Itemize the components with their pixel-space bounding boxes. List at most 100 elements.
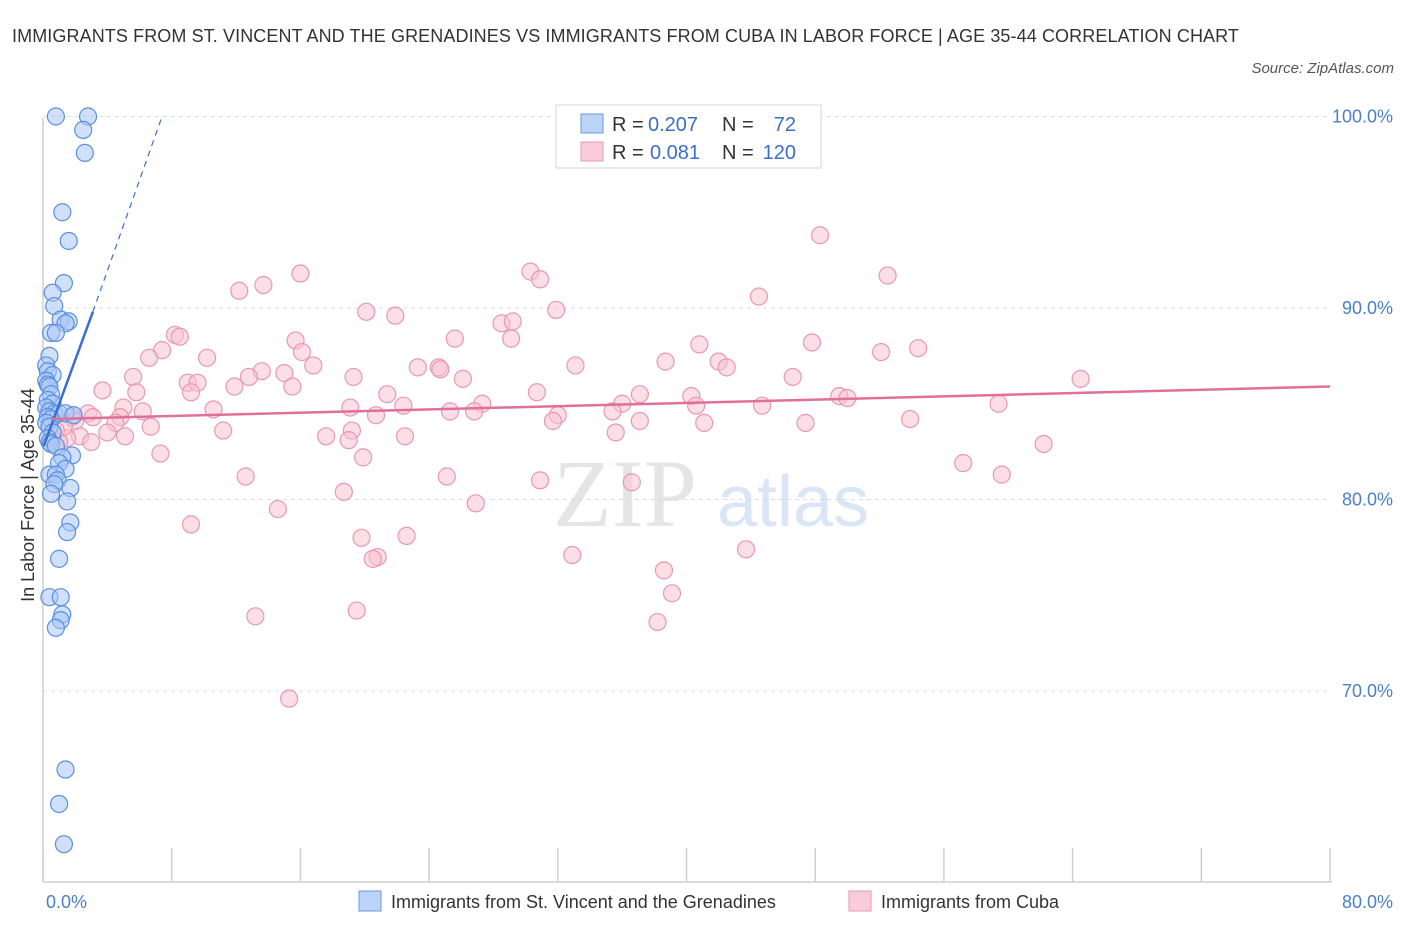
cuba-point — [225, 377, 244, 396]
trend-lines — [42, 116, 1331, 447]
bottom-legend: Immigrants from St. Vincent and the Gren… — [358, 890, 1060, 912]
cuba-point — [656, 352, 675, 371]
stvincent-point — [53, 203, 72, 222]
cuba-point — [386, 306, 405, 325]
y-tick-labels: 70.0% 80.0% 90.0% 100.0% — [1332, 107, 1393, 702]
cuba-point — [283, 377, 302, 396]
cuba-point — [648, 612, 667, 632]
stvincent-point — [59, 231, 78, 251]
stvincent-point — [49, 549, 69, 568]
cuba-point — [954, 454, 973, 473]
cuba-point — [563, 545, 582, 565]
cuba-point — [466, 494, 485, 513]
stvincent-point — [54, 835, 74, 854]
cuba-point — [606, 423, 625, 442]
stvincent-point — [58, 492, 77, 511]
cuba-point — [82, 432, 101, 452]
cuba-point — [531, 270, 550, 289]
cuba-point — [622, 473, 641, 492]
legend-r-value-1: 0.207 — [648, 114, 698, 136]
cuba-point — [140, 348, 159, 367]
cuba-point — [339, 431, 358, 450]
cuba-point — [236, 467, 255, 486]
cuba-point — [98, 423, 117, 442]
stvincent-points — [37, 107, 98, 854]
chart-title: IMMIGRANTS FROM ST. VINCENT AND THE GREN… — [12, 26, 1240, 46]
bottom-legend-swatch-blue — [358, 890, 382, 912]
cuba-point — [352, 528, 371, 547]
cuba-point — [363, 549, 382, 568]
cuba-point — [378, 385, 397, 404]
axes — [42, 118, 1332, 883]
cuba-point — [254, 275, 273, 295]
cuba-trend-line — [51, 385, 1331, 421]
stvincent-point — [41, 484, 61, 503]
stvincent-point — [58, 522, 77, 542]
cuba-point — [408, 358, 427, 377]
cuba-point — [347, 601, 366, 620]
cuba-point — [280, 689, 299, 708]
y-tick-label-90: 90.0% — [1342, 298, 1393, 318]
cuba-point — [736, 540, 756, 559]
cuba-point — [453, 369, 472, 388]
stvincent-point — [46, 618, 65, 637]
source-label: Source: ZipAtlas.com — [1251, 60, 1394, 77]
stvincent-point — [51, 588, 70, 607]
cuba-point — [141, 417, 160, 436]
cuba-point — [878, 266, 897, 285]
cuba-point — [246, 607, 265, 626]
legend-swatch-pink — [580, 141, 604, 162]
cuba-point — [445, 329, 464, 348]
bottom-legend-label-blue: Immigrants from St. Vincent and the Gren… — [391, 892, 776, 912]
cuba-point — [341, 398, 360, 417]
cuba-point — [901, 409, 920, 429]
cuba-point — [181, 515, 201, 534]
x-tick-label-min: 0.0% — [46, 892, 87, 912]
legend-n-value-1: 72 — [774, 114, 796, 136]
cuba-point — [630, 411, 649, 431]
stvincent-point — [46, 107, 65, 126]
cuba-point — [357, 302, 376, 321]
cuba-point — [151, 444, 170, 463]
legend-n-label-2: N = — [722, 142, 754, 164]
cuba-point — [566, 356, 585, 375]
cuba-point — [181, 383, 201, 402]
stvincent-point — [46, 323, 65, 342]
cuba-point — [440, 402, 460, 421]
stvincent-point — [74, 120, 93, 140]
cuba-point — [239, 367, 259, 387]
cuba-point — [547, 300, 566, 320]
cuba-point — [334, 482, 353, 501]
cuba-point — [354, 448, 373, 467]
cuba-point — [344, 367, 363, 387]
cuba-point — [654, 561, 674, 580]
cuba-point — [1071, 369, 1090, 388]
legend-r-label-2: R = — [612, 142, 644, 164]
legend-swatch-blue — [580, 113, 604, 134]
cuba-point — [603, 402, 622, 421]
cuba-point — [503, 312, 522, 331]
cuba-point — [662, 584, 682, 603]
cuba-point — [783, 367, 802, 387]
cuba-point — [989, 394, 1008, 413]
cuba-point — [630, 385, 649, 404]
x-tick-marks — [42, 848, 1331, 882]
cuba-point — [992, 465, 1011, 484]
stvincent-point — [56, 760, 75, 779]
legend-r-value-2: 0.081 — [650, 142, 700, 164]
cuba-point — [214, 421, 233, 440]
cuba-point — [431, 360, 450, 379]
cuba-point — [502, 329, 521, 348]
legend-box: R = 0.207 N = 72 R = 0.081 N = 120 — [555, 104, 822, 169]
cuba-point — [123, 367, 143, 387]
cuba-point — [397, 526, 416, 545]
legend-n-label-1: N = — [722, 114, 754, 136]
cuba-point — [275, 364, 294, 383]
cuba-point — [93, 381, 112, 400]
cuba-point — [1034, 434, 1053, 454]
legend-n-value-2: 120 — [763, 142, 796, 164]
bottom-legend-swatch-pink — [848, 890, 872, 912]
cuba-point — [717, 358, 736, 377]
cuba-point — [810, 226, 830, 245]
